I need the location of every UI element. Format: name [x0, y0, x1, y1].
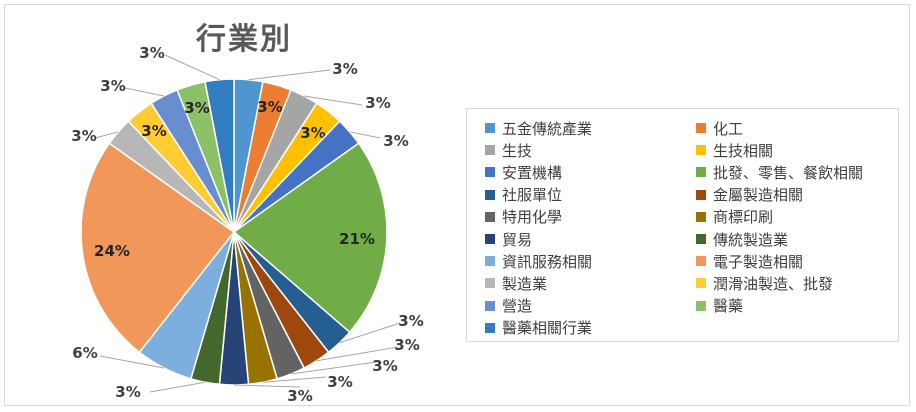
leader-line	[316, 346, 399, 362]
data-label: 3%	[139, 44, 164, 62]
data-label: 24%	[94, 242, 130, 260]
legend-swatch	[696, 300, 706, 311]
legend-swatch	[485, 145, 495, 156]
legend-swatch	[696, 123, 706, 133]
leader-line	[124, 87, 164, 97]
legend-swatch	[696, 167, 706, 178]
leader-line	[233, 384, 301, 388]
legend-swatch	[485, 322, 495, 333]
legend: 五金傳統產業 化工生技 生技相關安置機構 批發、零售、餐飲相關社服單位 金屬製造相關特用…	[466, 108, 899, 342]
legend-item: 社服單位	[485, 184, 562, 206]
legend-item: 金屬製造相關	[696, 184, 803, 206]
legend-label: 製造業	[502, 274, 548, 293]
legend-item: 潤滑油製造、批發	[696, 272, 833, 294]
legend-label: 特用化學	[502, 208, 563, 227]
legend-item: 特用化學	[485, 206, 562, 228]
legend-label: 生技相關	[713, 141, 774, 160]
legend-swatch	[485, 189, 495, 200]
data-label: 3%	[327, 373, 352, 391]
legend-label: 醫藥相關行業	[502, 319, 593, 338]
data-label: 3%	[398, 312, 423, 330]
legend-label: 生技	[502, 141, 533, 160]
legend-label: 批發、零售、餐飲相關	[713, 163, 864, 182]
leader-line	[339, 322, 401, 344]
legend-swatch	[696, 278, 706, 289]
legend-item: 生技相關	[696, 139, 773, 161]
legend-label: 潤滑油製造、批發	[713, 274, 834, 293]
legend-label: 化工	[713, 119, 744, 138]
legend-item: 醫藥相關行業	[485, 317, 592, 339]
legend-swatch	[696, 211, 706, 222]
pie-slice	[80, 142, 236, 354]
leader-line	[149, 381, 206, 393]
legend-item: 商標印刷	[696, 206, 773, 228]
leader-line	[290, 361, 377, 375]
data-label: 3%	[383, 132, 408, 150]
data-label: 3%	[394, 336, 419, 354]
legend-swatch	[485, 234, 495, 244]
legend-swatch	[485, 211, 495, 222]
legend-swatch	[485, 300, 495, 311]
legend-label: 金屬製造相關	[713, 186, 804, 205]
data-label: 3%	[365, 94, 390, 112]
legend-item: 批發、零售、餐飲相關	[696, 161, 863, 183]
legend-swatch	[696, 189, 706, 200]
leader-line	[349, 131, 381, 139]
data-label: 6%	[72, 344, 97, 362]
data-label: 3%	[372, 357, 397, 375]
legend-swatch	[485, 278, 495, 289]
legend-swatch	[696, 145, 706, 156]
legend-label: 社服單位	[502, 186, 563, 205]
legend-item: 資訊服務相關	[485, 250, 592, 272]
data-label: 3%	[300, 124, 325, 142]
legend-swatch	[485, 123, 495, 133]
legend-label: 營造	[502, 297, 533, 316]
legend-item: 傳統製造業	[696, 228, 788, 250]
legend-swatch	[696, 256, 706, 267]
data-label: 3%	[257, 98, 282, 116]
data-label: 3%	[184, 99, 209, 117]
leader-line	[262, 376, 327, 383]
pie-slice	[204, 78, 235, 233]
legend-swatch	[696, 234, 706, 244]
leader-line	[94, 131, 119, 139]
data-label: 3%	[100, 77, 125, 95]
legend-item: 貿易	[485, 228, 532, 250]
legend-label: 商標印刷	[713, 208, 774, 227]
legend-item: 醫藥	[696, 295, 743, 317]
chart-title: 行業別	[196, 22, 292, 57]
data-label: 3%	[332, 60, 357, 78]
legend-label: 資訊服務相關	[502, 252, 593, 271]
legend-item: 營造	[485, 295, 532, 317]
legend-label: 貿易	[502, 230, 533, 249]
legend-label: 電子製造相關	[713, 252, 804, 271]
legend-item: 生技	[485, 139, 532, 161]
pie-slice	[232, 142, 388, 334]
legend-item: 製造業	[485, 272, 547, 294]
leader-line	[164, 54, 220, 81]
data-label: 3%	[115, 383, 140, 401]
legend-label: 傳統製造業	[713, 230, 789, 249]
legend-swatch	[485, 167, 495, 178]
data-label: 3%	[141, 122, 166, 140]
data-label: 3%	[71, 127, 96, 145]
legend-swatch	[485, 256, 495, 267]
legend-item: 五金傳統產業	[485, 117, 592, 139]
legend-label: 醫藥	[713, 297, 744, 316]
legend-item: 安置機構	[485, 161, 562, 183]
legend-item: 化工	[696, 117, 743, 139]
leader-line	[304, 95, 363, 106]
legend-label: 安置機構	[502, 163, 563, 182]
legend-item: 電子製造相關	[696, 250, 803, 272]
data-label: 3%	[287, 387, 312, 405]
data-label: 21%	[339, 230, 375, 248]
leader-line	[99, 355, 164, 369]
leader-line	[248, 69, 331, 81]
legend-label: 五金傳統產業	[502, 119, 593, 138]
